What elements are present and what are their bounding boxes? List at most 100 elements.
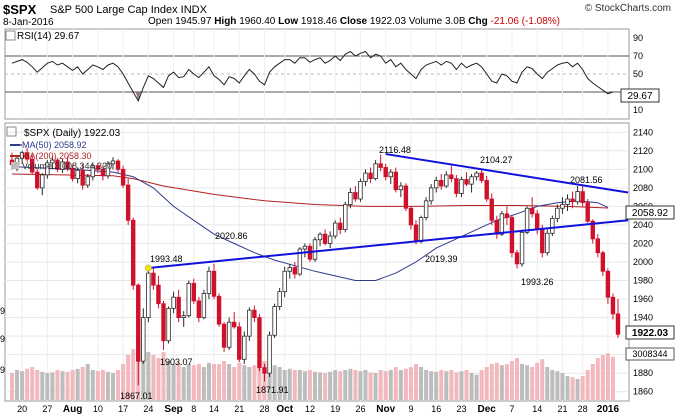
ma200-legend: MA(200) 2058.30 (22, 151, 92, 161)
candle (565, 194, 570, 212)
high-value: 1960.40 (239, 16, 276, 27)
candle-body (464, 179, 469, 185)
candle (570, 191, 575, 209)
price-ticks: 2140212021002080206020402020200019801960… (633, 127, 653, 396)
candle-body (80, 169, 85, 186)
x-tick-label: 24 (143, 404, 153, 414)
candle (600, 250, 606, 276)
candle (292, 262, 297, 279)
candle (555, 204, 560, 223)
left-tick-fragments: 9 9 9 (0, 306, 5, 375)
volume-bar (610, 356, 615, 400)
trendline (385, 153, 629, 194)
volume-value: 3.0B (444, 16, 466, 27)
volume-bar (25, 368, 30, 400)
candle (408, 206, 414, 230)
candle (459, 176, 464, 198)
candle (388, 169, 393, 185)
volume-bar (565, 376, 570, 400)
candle (297, 247, 303, 276)
volume-bar (95, 371, 100, 400)
candle (368, 167, 373, 184)
volume-bar (439, 370, 444, 400)
volume-bar (570, 377, 575, 400)
price-tick-label: 2120 (633, 146, 653, 156)
candle-body (570, 198, 575, 203)
candle (550, 215, 555, 237)
price-tick-label: 2100 (633, 164, 653, 174)
price-tick-label: 1960 (633, 294, 653, 304)
candle-body (206, 270, 212, 294)
volume-value-box (625, 347, 675, 361)
volume-bar (605, 353, 610, 400)
candle (136, 283, 141, 386)
volume-bar (550, 370, 555, 400)
ma50-legend: MA(50) 2058.92 (22, 140, 87, 150)
candle-body (550, 218, 555, 234)
volume-bar (449, 370, 454, 400)
candle (363, 169, 368, 187)
candle-body (494, 219, 499, 235)
annotation-label: 1871.91 (256, 385, 289, 395)
candle-body (19, 152, 25, 159)
candle-body (120, 168, 126, 186)
volume-bar (454, 372, 459, 400)
volume-bar (40, 371, 45, 400)
candle-body (231, 321, 237, 328)
candle (605, 268, 611, 304)
candle-body (216, 295, 222, 325)
volume-bar (499, 365, 504, 400)
rsi-fill-segment (135, 92, 141, 101)
candle-body (332, 222, 338, 237)
rsi-tick-label: 10 (633, 105, 643, 115)
candle-body (282, 270, 287, 293)
close-value-label: 1922.03 (632, 328, 669, 339)
annotation-label: 2116.48 (379, 145, 411, 155)
candle-body (398, 185, 404, 191)
volume-bar (55, 370, 60, 400)
candle-body (540, 229, 545, 254)
price-tick-label: 2000 (633, 257, 653, 267)
open-value: 1945.97 (175, 16, 212, 27)
candle (585, 198, 590, 224)
volume-legend: Volume 3,008,344,320 (22, 161, 112, 171)
volume-bar (530, 367, 535, 400)
volume-bar (323, 373, 328, 400)
volume-bar (585, 370, 590, 400)
volume-bar (444, 371, 449, 400)
volume-bar (60, 371, 65, 400)
candle (171, 291, 176, 313)
volume-bar (15, 370, 20, 400)
candle-body (499, 213, 505, 235)
candle (19, 150, 25, 164)
candle (24, 148, 30, 162)
volume-bar (307, 370, 312, 400)
candle-body (302, 245, 308, 250)
volume-bar (509, 361, 514, 400)
candle-body (529, 207, 535, 215)
annotation-label: 2104.27 (480, 155, 513, 165)
volume-bar (545, 367, 550, 400)
candle (610, 293, 616, 320)
candle-body (201, 293, 207, 318)
candle (267, 331, 272, 377)
candle-body (125, 184, 131, 221)
candle (439, 173, 444, 190)
candle-body (196, 300, 202, 319)
candle-body (110, 160, 116, 165)
candle-body (226, 321, 232, 348)
candle (327, 231, 333, 249)
volume-bar (90, 370, 95, 400)
candle-body (297, 248, 303, 275)
volume-bar (30, 367, 35, 400)
volume-bar (368, 372, 373, 400)
volume-bar (474, 374, 479, 400)
annotation-label: 1903.07 (160, 357, 193, 367)
volume-bar (398, 370, 403, 400)
volume-bar (156, 358, 161, 400)
candle (196, 297, 202, 323)
candle-body (504, 213, 510, 218)
candle (201, 289, 207, 320)
candle-body (322, 233, 328, 244)
volume-bar (181, 367, 186, 400)
